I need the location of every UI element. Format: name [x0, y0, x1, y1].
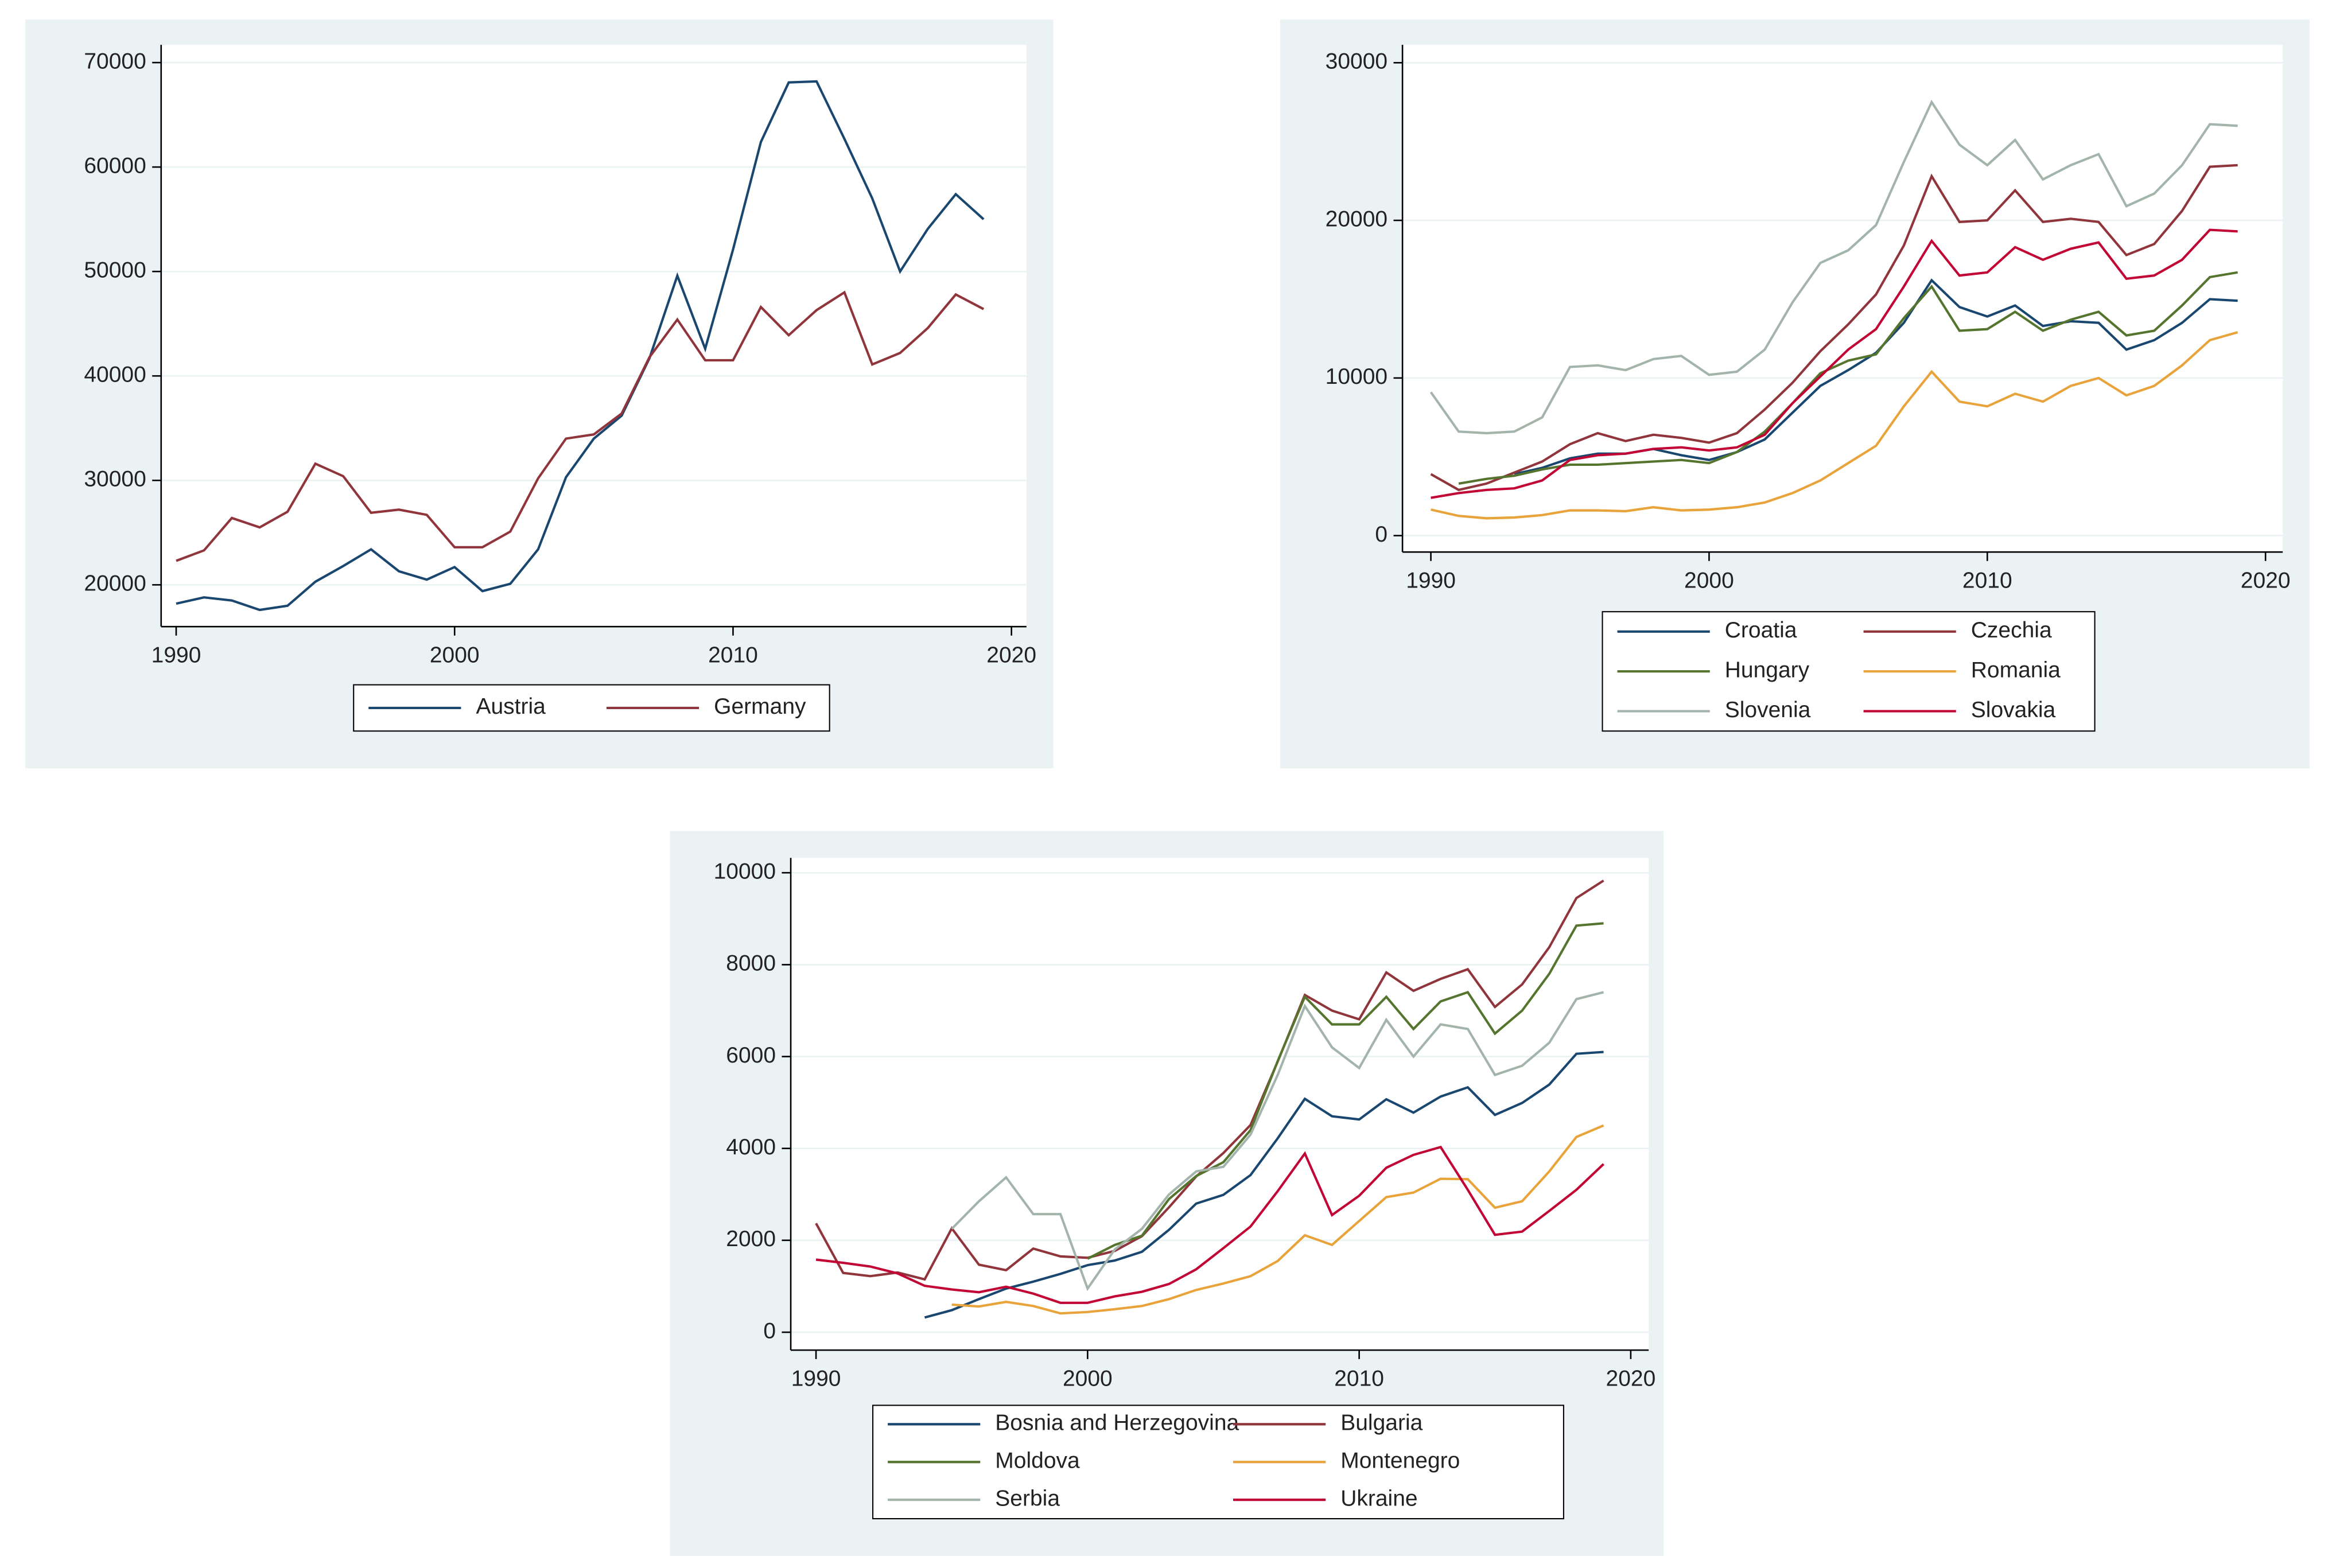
- series-line: [1431, 331, 2238, 520]
- x-tick-label: 1990: [1406, 568, 1456, 593]
- series-line: [951, 991, 1604, 1291]
- y-tick-label: 0: [763, 1318, 776, 1343]
- legend-label: Ukraine: [1340, 1486, 1417, 1511]
- legend-label: Moldova: [995, 1449, 1080, 1473]
- y-tick-label: 20000: [1326, 207, 1387, 231]
- x-tick-label: 2010: [708, 643, 758, 667]
- x-tick-label: 2000: [1684, 568, 1734, 593]
- legend-label: Czechia: [1971, 618, 2052, 643]
- x-tick-label: 2000: [430, 643, 480, 667]
- plot-area: [791, 858, 1649, 1351]
- y-tick-label: 30000: [1326, 49, 1387, 74]
- x-tick-label: 2010: [1962, 568, 2012, 593]
- y-tick-label: 50000: [84, 258, 146, 282]
- y-tick-label: 8000: [726, 951, 776, 976]
- legend-label: Serbia: [995, 1486, 1060, 1511]
- series-line: [1430, 164, 2238, 492]
- x-tick-label: 2010: [1334, 1367, 1384, 1391]
- legend-label: Hungary: [1725, 657, 1810, 682]
- x-tick-label: 2000: [1063, 1367, 1113, 1391]
- y-tick-label: 10000: [1326, 364, 1387, 389]
- x-tick-label: 2020: [1606, 1367, 1656, 1391]
- x-tick-label: 1990: [791, 1367, 841, 1391]
- x-tick-label: 2020: [2241, 568, 2291, 593]
- series-line: [1431, 228, 2238, 499]
- y-tick-label: 20000: [84, 571, 146, 596]
- legend-label: Montenegro: [1340, 1449, 1460, 1473]
- y-tick-label: 70000: [84, 49, 146, 73]
- plot-area: [161, 45, 1027, 627]
- y-tick-label: 40000: [84, 363, 146, 387]
- legend-label: Romania: [1971, 657, 2061, 682]
- y-tick-label: 2000: [726, 1227, 776, 1251]
- series-line: [1429, 99, 2238, 435]
- y-tick-label: 30000: [84, 467, 146, 492]
- y-tick-label: 6000: [726, 1043, 776, 1068]
- series-line: [924, 1050, 1604, 1319]
- x-tick-label: 1990: [151, 643, 201, 667]
- legend-label: Austria: [476, 694, 546, 719]
- legend-label: Slovenia: [1725, 698, 1811, 722]
- legend-label: Bulgaria: [1340, 1411, 1422, 1435]
- y-tick-label: 0: [1375, 522, 1387, 547]
- series-line: [951, 1124, 1604, 1315]
- legend: [872, 1404, 1564, 1520]
- series-line: [176, 290, 985, 562]
- y-tick-label: 4000: [726, 1135, 776, 1160]
- y-tick-label: 10000: [714, 859, 776, 884]
- series-line: [1458, 271, 2238, 485]
- series-line: [176, 80, 985, 612]
- y-tick-label: 60000: [84, 153, 146, 178]
- series-line: [815, 1145, 1604, 1304]
- legend-label: Slovakia: [1971, 698, 2056, 722]
- series-line: [1087, 922, 1604, 1260]
- x-tick-label: 2020: [986, 643, 1036, 667]
- series-line: [815, 880, 1604, 1281]
- legend-label: Bosnia and Herzegovina: [995, 1411, 1239, 1435]
- legend-label: Germany: [714, 694, 806, 719]
- plot-area: [1402, 45, 2283, 553]
- legend-label: Croatia: [1725, 618, 1797, 643]
